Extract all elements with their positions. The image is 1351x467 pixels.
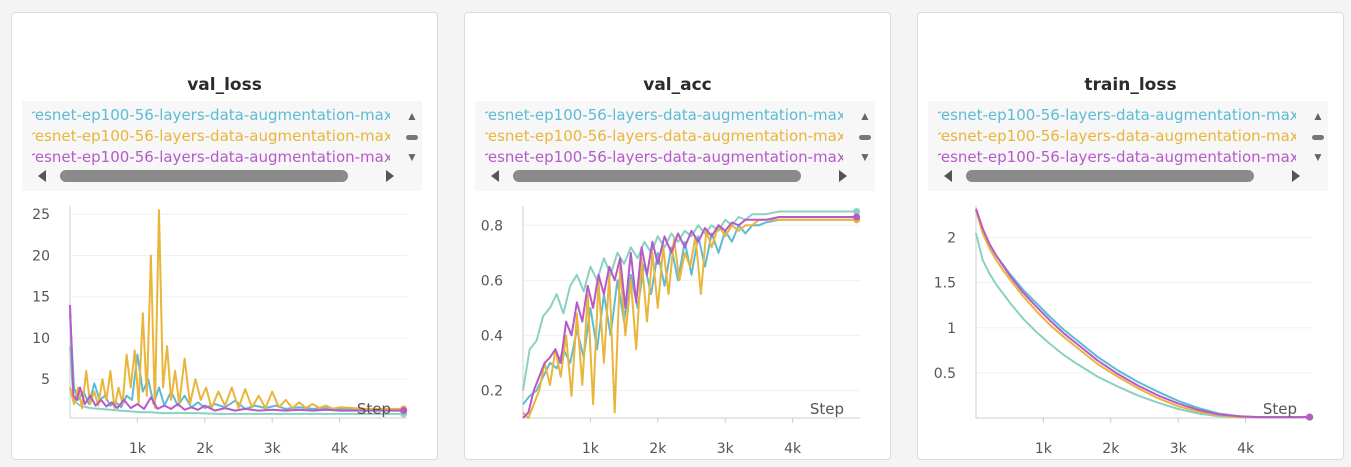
series-line-1[interactable] bbox=[975, 210, 1310, 419]
legend-label: resnet-ep100-56-layers-data-augmentation… bbox=[32, 148, 390, 166]
legend-item[interactable]: resnet-ep100-56-layers-data-augmentation… bbox=[32, 126, 390, 146]
series-line-0[interactable] bbox=[522, 210, 857, 391]
x-tick-label: 1k bbox=[582, 441, 600, 457]
legend-item[interactable]: resnet-ep100-56-layers-data-augmentation… bbox=[485, 126, 843, 146]
series-end-point bbox=[853, 208, 861, 216]
panel-val-acc: val_acc resnet-ep100-56-layers-data-augm… bbox=[464, 12, 891, 460]
legend-label: resnet-ep100-56-layers-data-augmentation… bbox=[938, 148, 1296, 166]
scroll-right-icon[interactable] bbox=[839, 170, 847, 182]
series-line-3[interactable] bbox=[522, 216, 857, 419]
y-tick-label: 10 bbox=[32, 331, 50, 347]
legend-item[interactable]: resnet-ep100-56-layers-data-augmentation… bbox=[32, 105, 390, 125]
x-tick-label: 3k bbox=[717, 441, 735, 457]
y-tick-label: 1 bbox=[947, 321, 956, 337]
scroll-thumb[interactable] bbox=[966, 170, 1254, 182]
chart-plot[interactable]: 0.5 1 1.5 2 1k 2k 3k 4k Step bbox=[918, 188, 1344, 458]
legend-scrollbar[interactable] bbox=[30, 165, 402, 189]
y-tick-label: 5 bbox=[41, 372, 50, 388]
series-line-2[interactable] bbox=[975, 210, 1310, 419]
legend-label: resnet-ep100-56-layers-data-augmentation… bbox=[32, 106, 390, 124]
x-tick-label: 4k bbox=[784, 441, 802, 457]
x-axis-label: Step bbox=[1263, 400, 1297, 418]
series-end-point bbox=[1306, 413, 1314, 421]
triangle-down-icon[interactable]: ▼ bbox=[1312, 150, 1324, 164]
triangle-up-icon[interactable]: ▲ bbox=[406, 109, 418, 123]
x-tick-label: 1k bbox=[129, 441, 147, 457]
x-tick-label: 2k bbox=[1102, 441, 1120, 457]
y-tick-label: 1.5 bbox=[934, 276, 956, 292]
scroll-left-icon[interactable] bbox=[38, 170, 46, 182]
x-axis-label: Step bbox=[810, 400, 844, 418]
legend-item[interactable]: resnet-ep100-56-layers-data-augmentation… bbox=[485, 105, 843, 125]
legend-item[interactable]: resnet-ep100-56-layers-data-augmentation… bbox=[938, 147, 1296, 167]
x-tick-label: 4k bbox=[1237, 441, 1255, 457]
legend-item[interactable]: resnet-ep100-56-layers-data-augmentation… bbox=[938, 126, 1296, 146]
triangle-down-icon[interactable]: ▼ bbox=[406, 150, 418, 164]
x-tick-label: 3k bbox=[264, 441, 282, 457]
legend-label: resnet-ep100-56-layers-data-augmentation… bbox=[32, 127, 390, 145]
legend-label: resnet-ep100-56-layers-data-augmentation… bbox=[938, 127, 1296, 145]
legend-label: resnet-ep100-56-layers-data-augmentation… bbox=[485, 127, 843, 145]
y-tick-label: 0.6 bbox=[481, 273, 503, 289]
series-line-3[interactable] bbox=[975, 208, 1310, 419]
legend-item[interactable]: resnet-ep100-56-layers-data-augmentation… bbox=[32, 147, 390, 167]
series-line-1[interactable] bbox=[69, 313, 404, 411]
series-line-0[interactable] bbox=[69, 346, 404, 415]
legend-scrollbar[interactable] bbox=[483, 165, 855, 189]
chart-title: val_acc bbox=[643, 75, 712, 95]
legend-label: resnet-ep100-56-layers-data-augmentation… bbox=[938, 106, 1296, 124]
panel-train-loss: train_loss resnet-ep100-56-layers-data-a… bbox=[917, 12, 1344, 460]
scroll-right-icon[interactable] bbox=[1292, 170, 1300, 182]
series-line-0[interactable] bbox=[975, 232, 1310, 419]
scroll-left-icon[interactable] bbox=[491, 170, 499, 182]
chart-title: val_loss bbox=[187, 75, 262, 95]
scroll-right-icon[interactable] bbox=[386, 170, 394, 182]
triangle-up-icon[interactable]: ▲ bbox=[1312, 109, 1324, 123]
legend-item[interactable]: resnet-ep100-56-layers-data-augmentation… bbox=[938, 105, 1296, 125]
series-line-3[interactable] bbox=[69, 304, 404, 412]
chart-plot[interactable]: 0.2 0.4 0.6 0.8 1k 2k 3k 4k Step bbox=[465, 188, 891, 458]
y-tick-label: 25 bbox=[32, 207, 50, 223]
series-line-2[interactable] bbox=[522, 218, 857, 419]
y-tick-label: 15 bbox=[32, 290, 50, 306]
panel-val-loss: val_loss resnet-ep100-56-layers-data-aug… bbox=[11, 12, 438, 460]
y-tick-label: 0.8 bbox=[481, 218, 503, 234]
series-line-2[interactable] bbox=[69, 209, 404, 410]
y-tick-label: 0.2 bbox=[481, 383, 503, 399]
legend-label: resnet-ep100-56-layers-data-augmentation… bbox=[485, 106, 843, 124]
x-tick-label: 2k bbox=[649, 441, 667, 457]
legend-label: resnet-ep100-56-layers-data-augmentation… bbox=[485, 148, 843, 166]
y-tick-label: 0.5 bbox=[934, 366, 956, 382]
dash-icon[interactable] bbox=[405, 130, 419, 144]
chart-title: train_loss bbox=[1084, 75, 1177, 95]
x-tick-label: 4k bbox=[331, 441, 349, 457]
legend-scrollbar[interactable] bbox=[936, 165, 1308, 189]
series-end-point bbox=[853, 213, 861, 221]
scroll-left-icon[interactable] bbox=[944, 170, 952, 182]
chart-plot[interactable]: 5 10 15 20 25 1k 2k 3k 4k Step bbox=[12, 188, 438, 458]
legend-item[interactable]: resnet-ep100-56-layers-data-augmentation… bbox=[485, 147, 843, 167]
triangle-down-icon[interactable]: ▼ bbox=[859, 150, 871, 164]
series-end-point bbox=[400, 407, 408, 415]
x-tick-label: 1k bbox=[1035, 441, 1053, 457]
y-tick-label: 2 bbox=[947, 231, 956, 247]
scroll-thumb[interactable] bbox=[513, 170, 801, 182]
scroll-thumb[interactable] bbox=[60, 170, 348, 182]
dash-icon[interactable] bbox=[1311, 130, 1325, 144]
y-tick-label: 20 bbox=[32, 248, 50, 264]
triangle-up-icon[interactable]: ▲ bbox=[859, 109, 871, 123]
y-tick-label: 0.4 bbox=[481, 328, 503, 344]
x-tick-label: 3k bbox=[1170, 441, 1188, 457]
dash-icon[interactable] bbox=[858, 130, 872, 144]
x-tick-label: 2k bbox=[196, 441, 214, 457]
x-axis-label: Step bbox=[357, 400, 391, 418]
